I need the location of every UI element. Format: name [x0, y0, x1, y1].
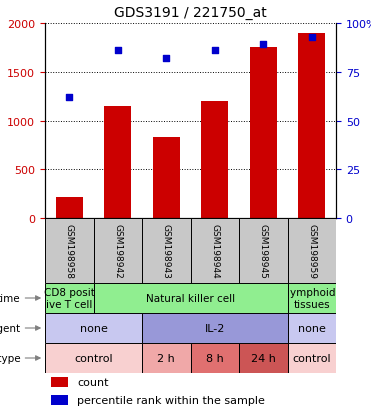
Bar: [93, 218, 142, 283]
Text: agent: agent: [0, 323, 20, 333]
Bar: [288, 218, 336, 283]
Bar: [153, 138, 180, 218]
Bar: [288, 313, 336, 343]
Bar: [239, 218, 288, 283]
Text: GSM198943: GSM198943: [162, 223, 171, 278]
Bar: [56, 197, 83, 218]
Bar: [288, 343, 336, 373]
Bar: [298, 34, 325, 218]
Bar: [288, 283, 336, 313]
Bar: [93, 283, 288, 313]
Text: Natural killer cell: Natural killer cell: [146, 293, 235, 303]
Text: IL-2: IL-2: [204, 323, 225, 333]
Text: CD8 posit
ive T cell: CD8 posit ive T cell: [44, 287, 95, 309]
Bar: [45, 218, 93, 283]
Bar: [142, 313, 288, 343]
Point: [66, 95, 72, 101]
Text: GSM198942: GSM198942: [113, 223, 122, 278]
Bar: [142, 343, 190, 373]
Text: cell type: cell type: [0, 353, 20, 363]
Text: GSM198945: GSM198945: [259, 223, 268, 278]
Bar: [190, 343, 239, 373]
Text: none: none: [79, 323, 108, 333]
Text: none: none: [298, 323, 326, 333]
Text: time: time: [0, 293, 20, 303]
Bar: [45, 283, 93, 313]
Text: control: control: [74, 353, 113, 363]
Point: [212, 48, 218, 55]
Text: lymphoid
tissues: lymphoid tissues: [288, 287, 336, 309]
Text: count: count: [77, 377, 108, 387]
Title: GDS3191 / 221750_at: GDS3191 / 221750_at: [114, 6, 267, 20]
Text: control: control: [292, 353, 331, 363]
Bar: [104, 107, 131, 218]
Bar: [239, 343, 288, 373]
Bar: [45, 313, 142, 343]
Text: GSM198944: GSM198944: [210, 223, 219, 278]
Bar: [45, 343, 142, 373]
Bar: [51, 395, 68, 405]
Text: GSM198959: GSM198959: [307, 223, 316, 278]
Text: percentile rank within the sample: percentile rank within the sample: [77, 395, 265, 405]
Text: 2 h: 2 h: [157, 353, 175, 363]
Point: [260, 42, 266, 49]
Text: GSM198958: GSM198958: [65, 223, 74, 278]
Point: [163, 56, 169, 62]
Text: 24 h: 24 h: [251, 353, 276, 363]
Bar: [51, 377, 68, 387]
Bar: [142, 218, 190, 283]
Bar: [201, 102, 228, 218]
Bar: [190, 218, 239, 283]
Point: [115, 48, 121, 55]
Point: [309, 34, 315, 41]
Text: 8 h: 8 h: [206, 353, 224, 363]
Bar: [250, 48, 277, 218]
